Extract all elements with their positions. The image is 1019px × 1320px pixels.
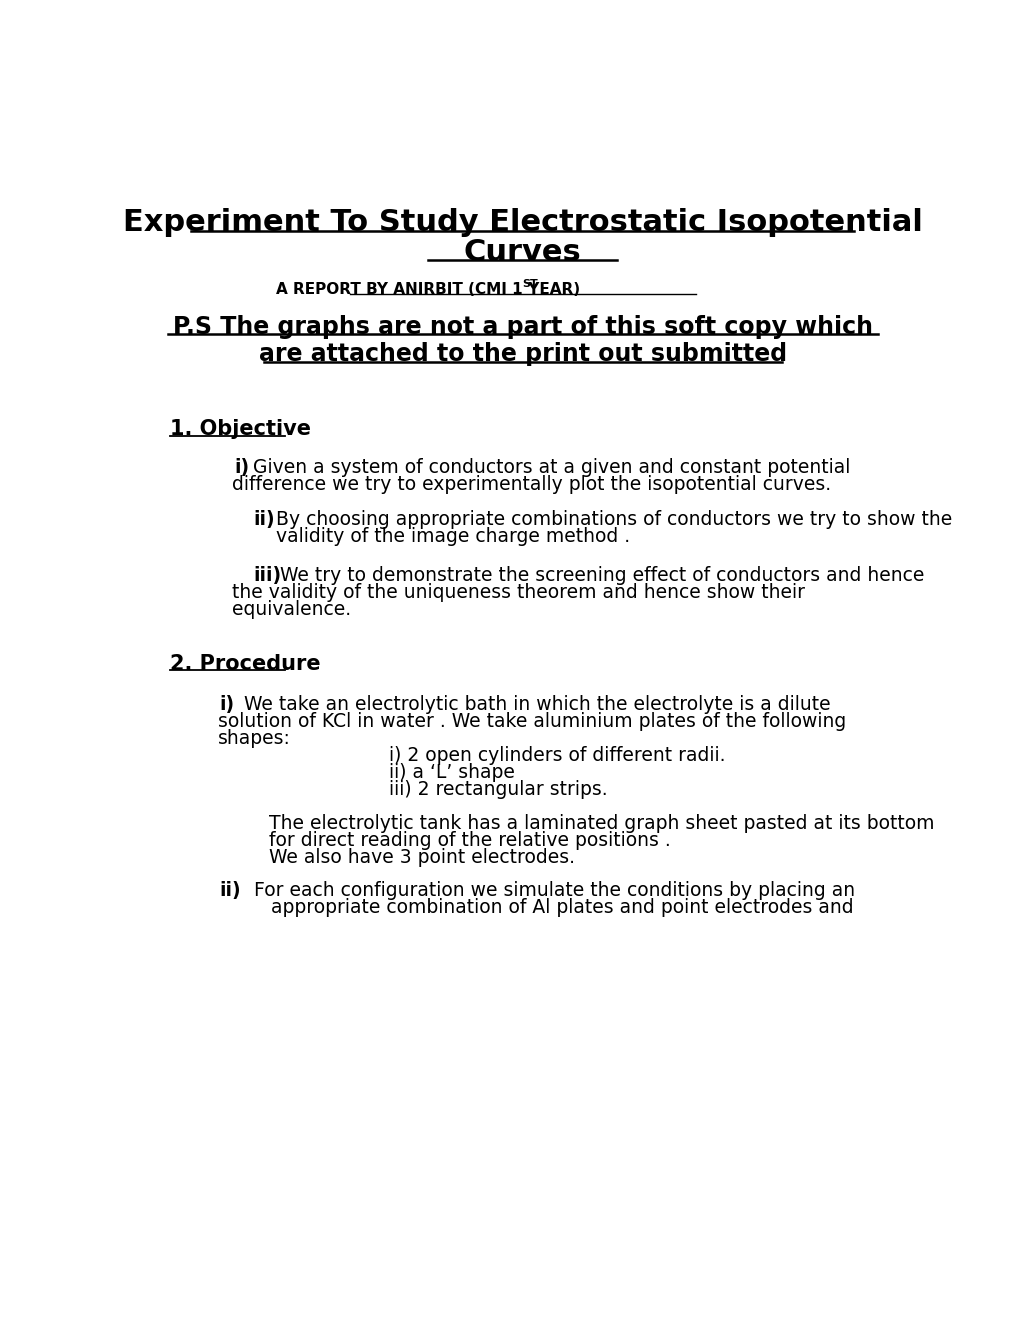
Text: shapes:: shapes: bbox=[218, 729, 290, 748]
Text: We take an electrolytic bath in which the electrolyte is a dilute: We take an electrolytic bath in which th… bbox=[244, 696, 829, 714]
Text: Given a system of conductors at a given and constant potential: Given a system of conductors at a given … bbox=[253, 458, 850, 477]
Text: are attached to the print out submitted: are attached to the print out submitted bbox=[259, 342, 786, 367]
Text: validity of the image charge method .: validity of the image charge method . bbox=[276, 527, 630, 546]
Text: ii): ii) bbox=[253, 511, 274, 529]
Text: i): i) bbox=[219, 696, 233, 714]
Text: equivalence.: equivalence. bbox=[232, 599, 351, 619]
Text: for direct reading of the relative positions .: for direct reading of the relative posit… bbox=[269, 830, 671, 850]
Text: The electrolytic tank has a laminated graph sheet pasted at its bottom: The electrolytic tank has a laminated gr… bbox=[269, 813, 933, 833]
Text: 2. Procedure: 2. Procedure bbox=[170, 655, 320, 675]
Text: By choosing appropriate combinations of conductors we try to show the: By choosing appropriate combinations of … bbox=[276, 511, 952, 529]
Text: YEAR): YEAR) bbox=[522, 282, 580, 297]
Text: ii): ii) bbox=[219, 882, 240, 900]
Text: iii) 2 rectangular strips.: iii) 2 rectangular strips. bbox=[389, 780, 607, 799]
Text: We also have 3 point electrodes.: We also have 3 point electrodes. bbox=[263, 847, 575, 866]
Text: ST: ST bbox=[522, 279, 538, 289]
Text: i): i) bbox=[234, 458, 250, 477]
Text: We try to demonstrate the screening effect of conductors and hence: We try to demonstrate the screening effe… bbox=[280, 566, 923, 585]
Text: Curves: Curves bbox=[464, 238, 581, 267]
Text: appropriate combination of Al plates and point electrodes and: appropriate combination of Al plates and… bbox=[271, 899, 853, 917]
Text: A REPORT BY ANIRBIT (CMI 1: A REPORT BY ANIRBIT (CMI 1 bbox=[276, 282, 522, 297]
Text: ii) a ‘L’ shape: ii) a ‘L’ shape bbox=[389, 763, 515, 781]
Text: i) 2 open cylinders of different radii.: i) 2 open cylinders of different radii. bbox=[389, 746, 726, 764]
Text: difference we try to experimentally plot the isopotential curves.: difference we try to experimentally plot… bbox=[232, 475, 830, 494]
Text: 1. Objective: 1. Objective bbox=[170, 420, 311, 440]
Text: the validity of the uniqueness theorem and hence show their: the validity of the uniqueness theorem a… bbox=[232, 582, 804, 602]
Text: For each configuration we simulate the conditions by placing an: For each configuration we simulate the c… bbox=[254, 882, 854, 900]
Text: solution of KCl in water . We take aluminium plates of the following: solution of KCl in water . We take alumi… bbox=[218, 711, 846, 731]
Text: iii): iii) bbox=[253, 566, 281, 585]
Text: P.S The graphs are not a part of this soft copy which: P.S The graphs are not a part of this so… bbox=[172, 314, 872, 339]
Text: Experiment To Study Electrostatic Isopotential: Experiment To Study Electrostatic Isopot… bbox=[122, 209, 922, 238]
